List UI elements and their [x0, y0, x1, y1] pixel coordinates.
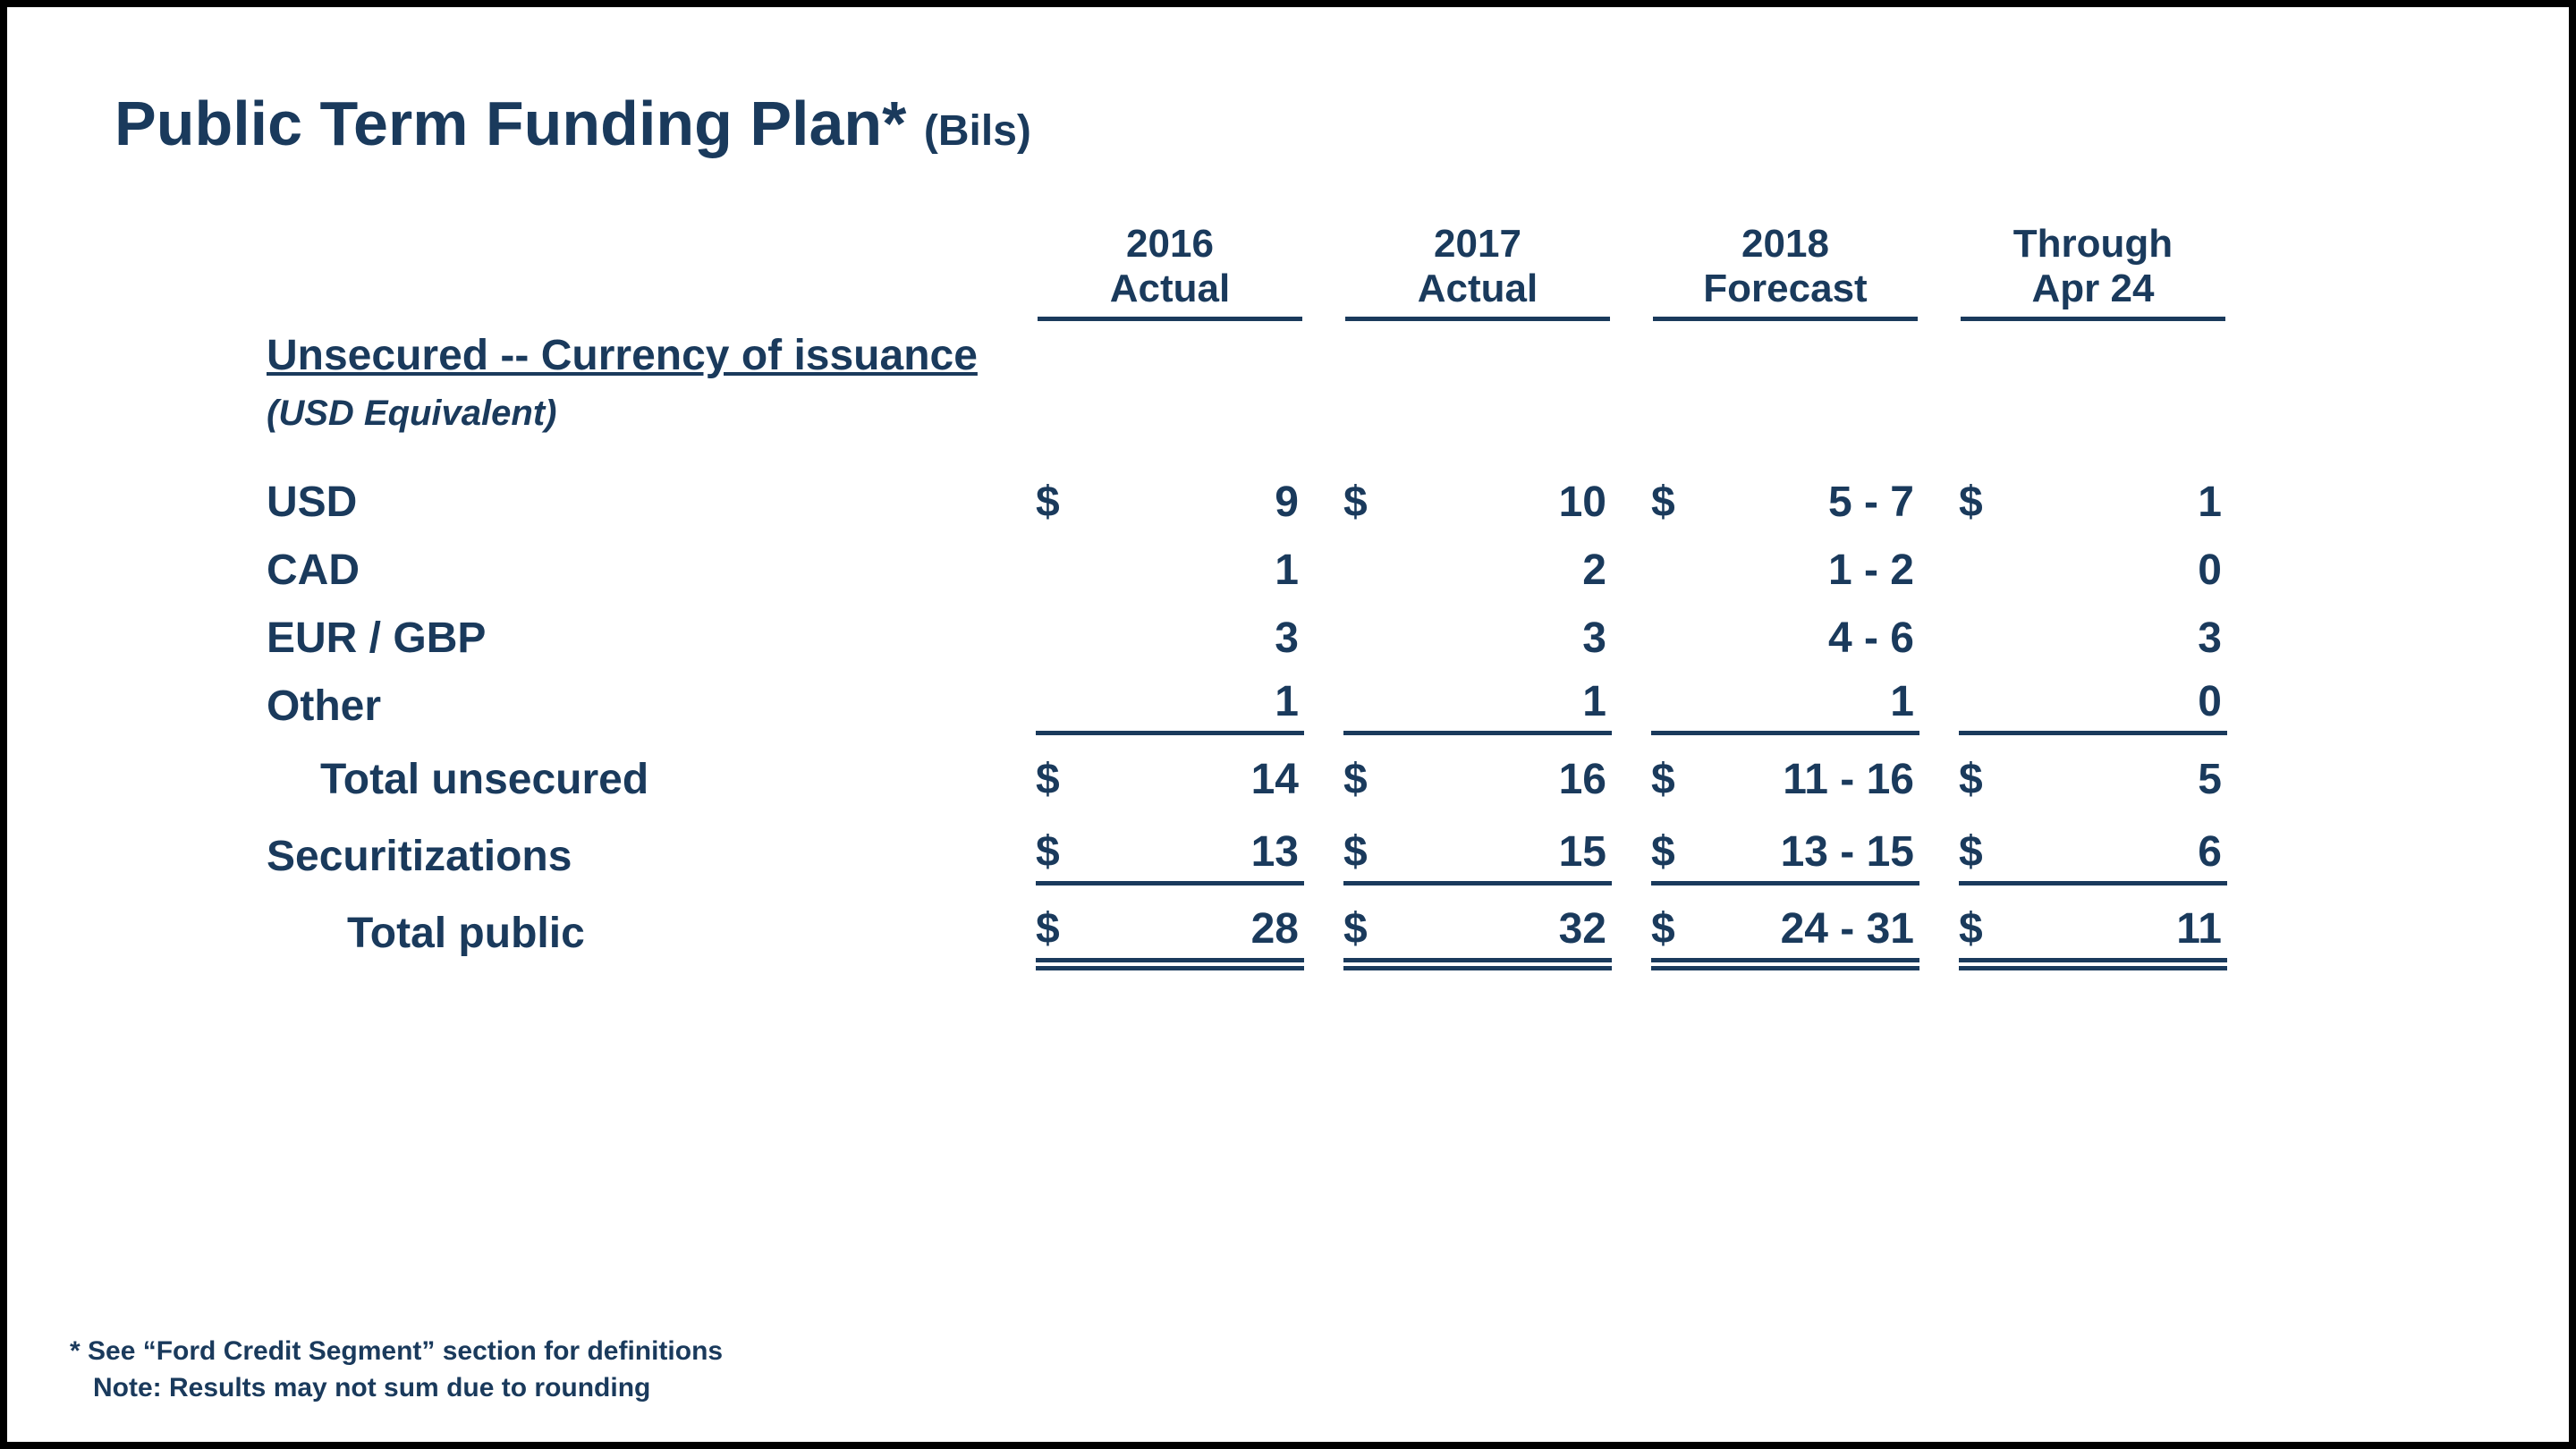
- subtotal-row: Total unsecured $14 $16 $11 - 16 $5: [267, 741, 2413, 809]
- section-subnote-row: (USD Equivalent): [267, 386, 2413, 441]
- row-label: EUR / GBP: [267, 613, 1036, 668]
- row-label: Other: [267, 681, 1036, 736]
- cell: 1: [1343, 676, 1612, 736]
- header-spacer: [267, 318, 1036, 321]
- table-row: CAD 1 2 1 - 2 0: [267, 531, 2413, 599]
- cell: 0: [1959, 545, 2227, 600]
- title-main: Public Term Funding Plan*: [114, 89, 906, 158]
- footnotes: * See “Ford Credit Segment” section for …: [70, 1334, 723, 1406]
- footnote-line: * See “Ford Credit Segment” section for …: [70, 1334, 723, 1370]
- cell: $28: [1036, 903, 1304, 963]
- row-label: CAD: [267, 545, 1036, 600]
- col-header: 2016 Actual: [1036, 222, 1304, 321]
- cell: $32: [1343, 903, 1612, 963]
- table-row: Securitizations $13 $15 $13 - 15 $6: [267, 818, 2413, 886]
- title-unit: (Bils): [924, 107, 1031, 155]
- table-row: USD $9 $10 $5 - 7 $1: [267, 463, 2413, 531]
- cell: $9: [1036, 477, 1304, 532]
- row-label: Total public: [267, 908, 1036, 963]
- table-row: EUR / GBP 3 3 4 - 6 3: [267, 599, 2413, 667]
- cell: $13 - 15: [1651, 826, 1919, 886]
- section-subnote: (USD Equivalent): [267, 386, 1036, 441]
- section-header-row: Unsecured -- Currency of issuance: [267, 330, 2413, 386]
- footnote-line: Note: Results may not sum due to roundin…: [70, 1370, 723, 1407]
- cell: $11 - 16: [1651, 754, 1919, 809]
- cell: 1: [1036, 545, 1304, 600]
- row-label: Securitizations: [267, 831, 1036, 886]
- cell: 4 - 6: [1651, 613, 1919, 668]
- cell: 3: [1343, 613, 1612, 668]
- table-row: Other 1 1 1 0: [267, 667, 2413, 735]
- cell: 1 - 2: [1651, 545, 1919, 600]
- cell: 3: [1959, 613, 2227, 668]
- section-header: Unsecured -- Currency of issuance: [267, 330, 1036, 386]
- table-header-row: 2016 Actual 2017 Actual 2018 Forecast Th…: [267, 222, 2413, 321]
- cell: $14: [1036, 754, 1304, 809]
- row-label: USD: [267, 477, 1036, 532]
- cell: $16: [1343, 754, 1612, 809]
- slide-title: Public Term Funding Plan* (Bils): [114, 88, 2479, 159]
- funding-table: 2016 Actual 2017 Actual 2018 Forecast Th…: [267, 222, 2413, 962]
- cell: $10: [1343, 477, 1612, 532]
- cell: $5 - 7: [1651, 477, 1919, 532]
- row-label: Total unsecured: [267, 754, 1036, 809]
- cell: $5: [1959, 754, 2227, 809]
- cell: $24 - 31: [1651, 903, 1919, 963]
- col-header: 2017 Actual: [1343, 222, 1612, 321]
- cell: 1: [1036, 676, 1304, 736]
- cell: $13: [1036, 826, 1304, 886]
- grandtotal-row: Total public $28 $32 $24 - 31 $11: [267, 894, 2413, 962]
- cell: $11: [1959, 903, 2227, 963]
- slide-frame: Public Term Funding Plan* (Bils) 2016 Ac…: [0, 0, 2576, 1449]
- cell: $1: [1959, 477, 2227, 532]
- col-header: Through Apr 24: [1959, 222, 2227, 321]
- cell: $15: [1343, 826, 1612, 886]
- col-header: 2018 Forecast: [1651, 222, 1919, 321]
- cell: $6: [1959, 826, 2227, 886]
- cell: 3: [1036, 613, 1304, 668]
- cell: 1: [1651, 676, 1919, 736]
- cell: 2: [1343, 545, 1612, 600]
- cell: 0: [1959, 676, 2227, 736]
